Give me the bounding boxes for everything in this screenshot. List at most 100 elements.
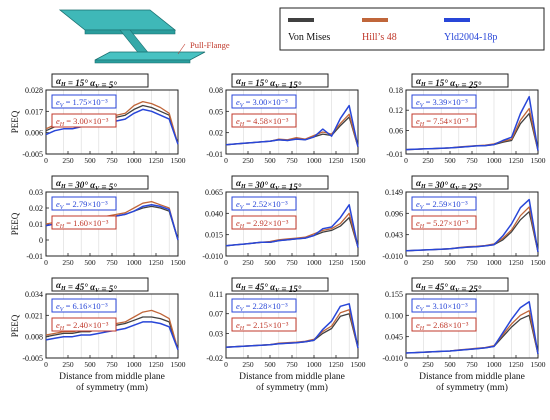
x-tick-label: 0 xyxy=(404,156,408,165)
y-tick-label: 0.096 xyxy=(385,209,403,218)
y-tick-label: -0.01 xyxy=(26,252,43,261)
x-tick-label: 500 xyxy=(84,360,96,369)
x-tick-label: 250 xyxy=(422,360,434,369)
panel-title-text: αH = 15° αV = 5° xyxy=(56,76,117,90)
ev-value: eV = 2.28×10⁻³ xyxy=(236,301,288,313)
x-tick-label: 1250 xyxy=(149,156,164,165)
eh-box: eH = 1.60×10⁻³ xyxy=(51,215,117,230)
x-tick-label: 1000 xyxy=(487,156,502,165)
x-tick-label: 250 xyxy=(62,360,74,369)
panel-title: αH = 45° αV = 5° xyxy=(51,277,149,294)
x-tick-label: 500 xyxy=(264,156,276,165)
panel-title: αH = 15° αV = 15° xyxy=(231,73,329,90)
x-tick-label: 1250 xyxy=(149,360,164,369)
eh-value: eH = 7.54×10⁻³ xyxy=(416,116,469,128)
y-tick-label: -0.005 xyxy=(22,354,43,363)
panel-title-box xyxy=(411,175,509,190)
panel-title: αH = 45° αV = 25° xyxy=(411,277,509,294)
ev-value: eV = 1.75×10⁻³ xyxy=(56,97,108,109)
panel-title-box xyxy=(51,175,149,190)
x-tick-label: 1500 xyxy=(351,258,366,267)
chart-panel: αH = 30° αV = 15° -0.010 0.015 0.040 0.065 0 2… xyxy=(202,175,366,267)
x-tick-label: 250 xyxy=(242,258,254,267)
x-tick-label: 500 xyxy=(444,156,456,165)
x-tick-label: 750 xyxy=(286,156,298,165)
x-tick-label: 1250 xyxy=(329,156,344,165)
ev-box: eV = 2.28×10⁻³ xyxy=(231,298,297,313)
x-tick-label: 1500 xyxy=(171,258,186,267)
ev-value: eV = 2.59×10⁻³ xyxy=(416,199,468,211)
ev-value: eV = 3.00×10⁻³ xyxy=(236,97,288,109)
panel-title-text: αH = 15° αV = 25° xyxy=(416,76,482,90)
y-tick-label: 0.12 xyxy=(389,106,403,115)
y-tick-label: 0.02 xyxy=(209,129,223,138)
x-tick-label: 0 xyxy=(224,258,228,267)
chart-panel: αH = 15° αV = 25° -0.01 0.06 0.12 0.18 0 250 50… xyxy=(386,73,546,165)
ev-box: eV = 3.00×10⁻³ xyxy=(231,94,297,109)
x-tick-label: 500 xyxy=(444,360,456,369)
yld-line xyxy=(225,204,359,248)
eh-box-frame xyxy=(411,215,477,230)
y-tick-label: 0.015 xyxy=(205,231,223,240)
x-tick-label: 1000 xyxy=(127,360,142,369)
x-tick-label: 1000 xyxy=(127,258,142,267)
y-axis-label: PEEQ xyxy=(10,212,20,235)
eh-value: eH = 3.00×10⁻³ xyxy=(56,116,109,128)
x-tick-label: 250 xyxy=(242,156,254,165)
yld-line xyxy=(405,95,539,151)
y-tick-label: -0.005 xyxy=(22,150,43,159)
eh-box: eH = 2.15×10⁻³ xyxy=(231,317,297,332)
x-tick-label: 750 xyxy=(466,258,478,267)
chart-panel: αH = 15° αV = 15° -0.01 0.02 0.05 0.08 0 250 50… xyxy=(206,73,366,165)
y-tick-label: 0.01 xyxy=(29,220,43,229)
y-tick-label: 0 xyxy=(39,236,43,245)
ev-box-frame xyxy=(231,94,297,109)
y-axis-label: PEEQ xyxy=(10,110,20,133)
yld-line xyxy=(225,104,359,148)
x-tick-label: 250 xyxy=(62,156,74,165)
eh-box-frame xyxy=(231,317,297,332)
eh-box: eH = 2.40×10⁻³ xyxy=(51,317,117,332)
y-tick-label: 0.100 xyxy=(385,311,403,320)
x-axis-label: Distance from middle plane xyxy=(419,371,525,382)
eh-box-frame xyxy=(231,215,297,230)
panel-title-text: αH = 30° αV = 25° xyxy=(416,178,482,192)
ev-box-frame xyxy=(51,196,117,211)
panel-title-text: αH = 45° αV = 25° xyxy=(416,280,482,294)
y-tick-label: 0.03 xyxy=(29,188,43,197)
eh-box: eH = 2.68×10⁻³ xyxy=(411,317,477,332)
ev-box-frame xyxy=(411,298,477,313)
x-axis-label: of symmetry (mm) xyxy=(436,382,508,393)
x-tick-label: 1500 xyxy=(171,360,186,369)
y-tick-label: -0.01 xyxy=(386,150,403,159)
yld-line xyxy=(405,301,539,355)
x-tick-label: 750 xyxy=(466,360,478,369)
eh-value: eH = 2.68×10⁻³ xyxy=(416,320,469,332)
x-tick-label: 750 xyxy=(106,156,118,165)
x-tick-label: 1000 xyxy=(487,360,502,369)
eh-value: eH = 1.60×10⁻³ xyxy=(56,218,109,230)
y-tick-label: 0.043 xyxy=(385,231,403,240)
yld-line xyxy=(405,198,539,253)
panel-title-text: αH = 15° αV = 15° xyxy=(236,76,302,90)
chart-panel: αH = 15° αV = 5° -0.005 0.006 0.017 0.028 0 25… xyxy=(10,73,186,165)
x-tick-label: 1000 xyxy=(307,258,322,267)
x-tick-label: 500 xyxy=(84,258,96,267)
x-axis-label: Distance from middle plane xyxy=(239,371,345,382)
x-tick-label: 750 xyxy=(286,360,298,369)
x-axis-label: Distance from middle plane xyxy=(59,371,165,382)
eh-box: eH = 2.92×10⁻³ xyxy=(231,215,297,230)
legend-label: Yld2004-18p xyxy=(444,32,497,43)
x-tick-label: 0 xyxy=(404,360,408,369)
panel-title-text: αH = 30° αV = 5° xyxy=(56,178,117,192)
legend-label: Von Mises xyxy=(288,32,330,43)
y-tick-label: 0.08 xyxy=(209,86,223,95)
ev-box-frame xyxy=(51,94,117,109)
y-tick-label: 0.07 xyxy=(209,310,223,319)
ev-box: eV = 2.79×10⁻³ xyxy=(51,196,117,211)
y-tick-label: -0.010 xyxy=(382,252,403,261)
x-tick-label: 0 xyxy=(404,258,408,267)
eh-box-frame xyxy=(51,317,117,332)
x-tick-label: 1250 xyxy=(509,156,524,165)
